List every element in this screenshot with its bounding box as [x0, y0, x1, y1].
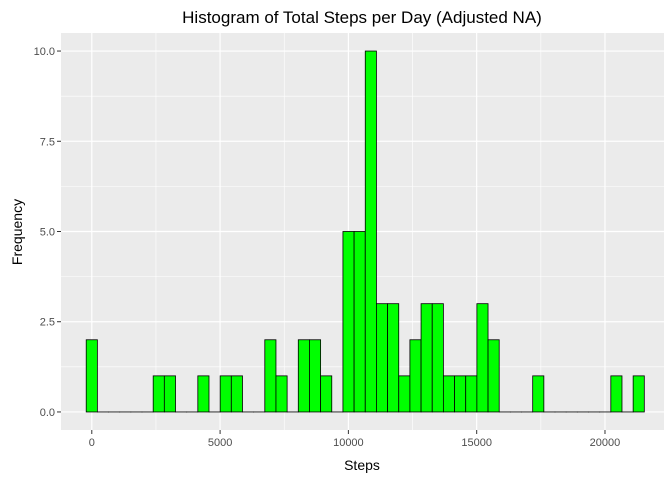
histogram-bar: [387, 303, 400, 413]
histogram-bar: [409, 339, 422, 413]
histogram-bar: [264, 339, 277, 413]
x-tick-label: 0: [89, 437, 95, 449]
histogram-bar: [297, 339, 310, 413]
x-tick-label: 10000: [333, 437, 364, 449]
histogram-bar: [230, 375, 243, 413]
x-tick-label: 15000: [461, 437, 492, 449]
y-axis: 0.0 2.5 5.0 7.5 10.0: [34, 46, 61, 419]
histogram-bar: [532, 375, 545, 413]
histogram-bar: [420, 303, 433, 413]
histogram-bar: [85, 339, 98, 413]
histogram-bar: [219, 375, 232, 413]
histogram-bar: [465, 375, 478, 413]
y-tick-label: 0.0: [40, 407, 55, 419]
histogram-bar: [353, 231, 366, 413]
histogram-bar: [342, 231, 355, 413]
histogram-bar: [398, 375, 411, 413]
y-tick-label: 5.0: [40, 227, 55, 239]
histogram-bar: [431, 303, 444, 413]
histogram-bar: [610, 375, 623, 413]
histogram-bar: [487, 339, 500, 413]
histogram-bar: [163, 375, 176, 413]
histogram-bar: [275, 375, 288, 413]
histogram-bar: [364, 50, 377, 413]
histogram-bar: [197, 375, 210, 413]
y-tick-label: 7.5: [40, 136, 55, 148]
histogram-bar: [320, 375, 333, 413]
x-tick-label: 5000: [208, 437, 232, 449]
histogram-bar: [454, 375, 467, 413]
histogram-bars: [85, 50, 645, 413]
x-tick-label: 20000: [590, 437, 621, 449]
histogram-bar: [152, 375, 165, 413]
x-axis: 0 5000 10000 15000 20000: [89, 430, 621, 449]
histogram-bar: [632, 375, 645, 413]
histogram-bar: [376, 303, 388, 413]
y-tick-label: 10.0: [34, 46, 55, 58]
histogram-bar: [309, 339, 322, 413]
y-axis-title: Frequency: [9, 199, 25, 265]
chart-title: Histogram of Total Steps per Day (Adjust…: [182, 8, 542, 27]
histogram-bar: [476, 303, 489, 413]
y-tick-label: 2.5: [40, 317, 55, 329]
histogram-bar: [442, 375, 455, 413]
x-axis-title: Steps: [344, 457, 380, 473]
